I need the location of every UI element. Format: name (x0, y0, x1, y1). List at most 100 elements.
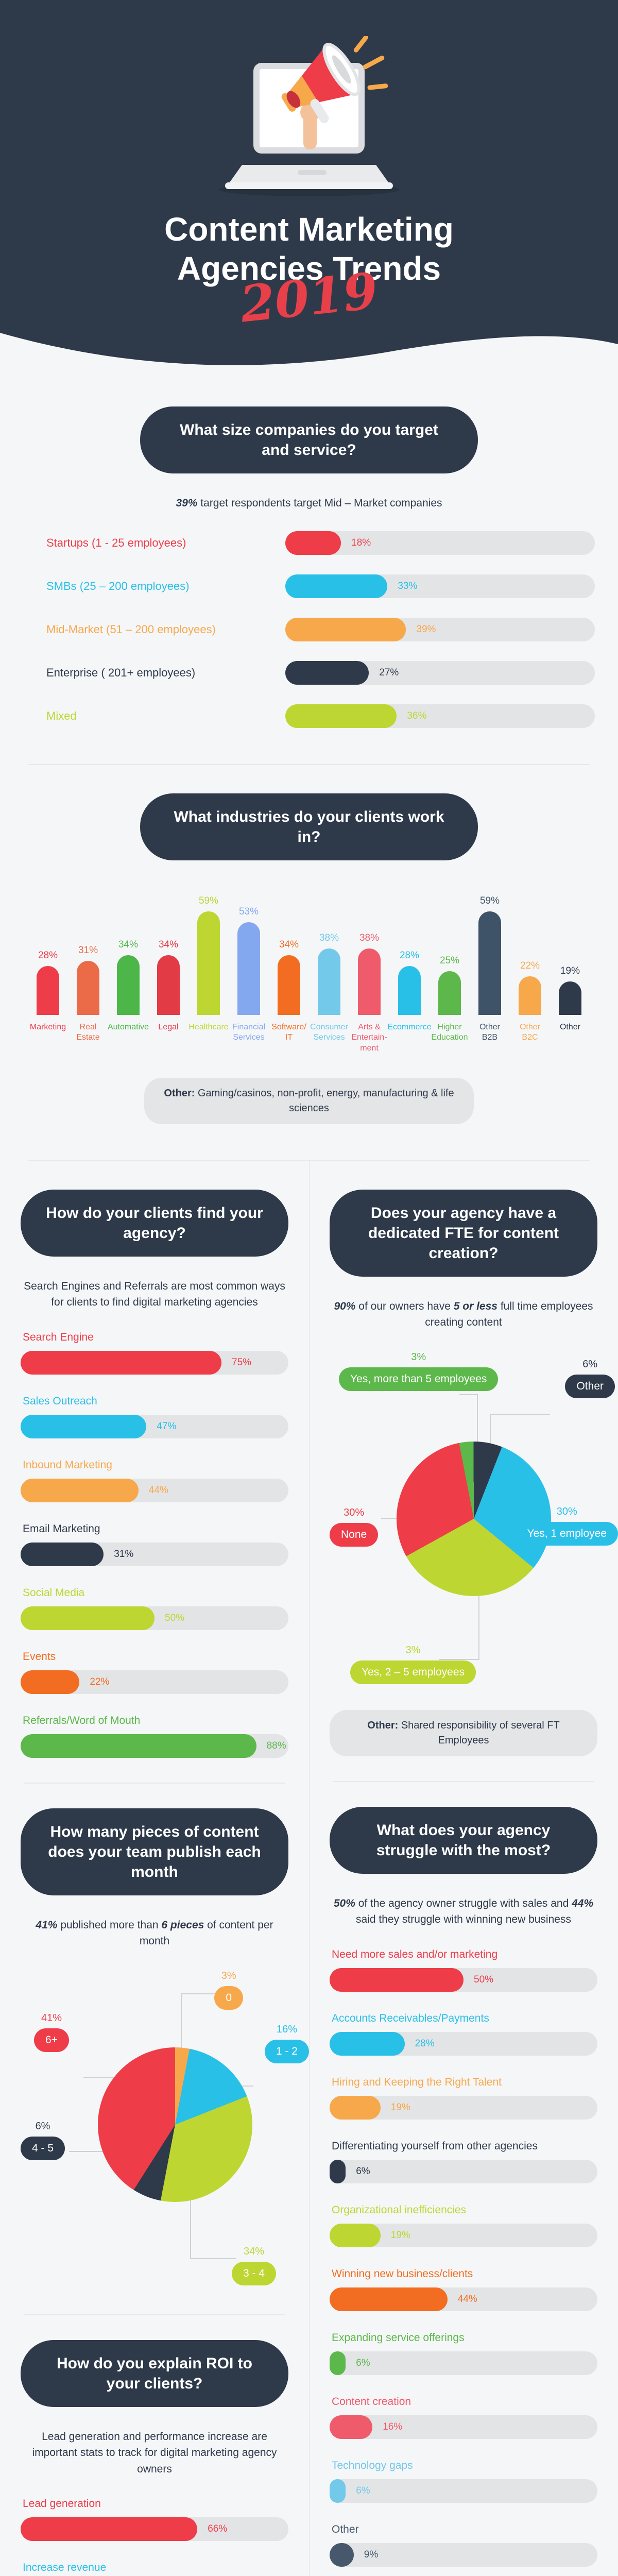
bar-item: 28% Ecommerce (387, 889, 432, 1033)
pie-label: 3% Yes, more than 5 employees (339, 1351, 499, 1391)
bar-track: 88% (21, 1734, 288, 1758)
bar (117, 955, 140, 1015)
bar-fill (330, 2415, 373, 2439)
bar-item: Social Media 50% (21, 1587, 288, 1630)
bar-label: Software/ IT (271, 1022, 306, 1042)
slice-name: 4 - 5 (21, 2136, 65, 2160)
bar-fill (21, 1478, 139, 1502)
bar-item: Need more sales and/or marketing 50% (330, 1948, 597, 1992)
bar-value: 6% (356, 2485, 370, 2496)
bar-fill (21, 1734, 256, 1758)
slice-name: None (330, 1522, 379, 1547)
section-fte: Does your agency have a dedicated FTE fo… (330, 1189, 618, 1756)
bar-fill (21, 2517, 198, 2541)
bar-track: 27% (285, 660, 595, 685)
bar-label: Arts & Entertain- ment (351, 1022, 387, 1053)
bar-label: Technology gaps (332, 2459, 413, 2471)
bar-label: Automative (107, 1022, 149, 1031)
pie-label: 41% 6+ (34, 2012, 69, 2052)
bar-item: 59% Other B2B (470, 889, 510, 1044)
bar-track: 22% (21, 1670, 288, 1694)
slice-value: 3% (405, 1644, 421, 1656)
bar-track: 31% (21, 1542, 288, 1566)
bar-value: 34% (118, 939, 139, 950)
bar-item: Search Engine 75% (21, 1331, 288, 1375)
bar-value: 28% (38, 950, 58, 961)
bar-chart: Startups (1 - 25 employees) 18% SMBs (25… (0, 531, 618, 728)
bar-label: Marketing (29, 1022, 66, 1031)
pie-label: 30% None (330, 1506, 379, 1547)
bar-item: 34% Automative (107, 889, 149, 1033)
bar-track: 47% (21, 1414, 288, 1438)
bar-item: Other 9% (330, 2523, 597, 2567)
bar-value: 36% (407, 710, 427, 721)
bar-track: 18% (285, 531, 595, 555)
bar-item: Differentiating yourself from other agen… (330, 2140, 597, 2183)
sound-lines (353, 36, 388, 90)
section-title: Does your agency have a dedicated FTE fo… (330, 1189, 597, 1277)
bar-value: 27% (379, 667, 399, 678)
bar-label: Events (23, 1650, 56, 1663)
pie-chart: 3% 0 16% 1 - 2 34% 3 - 4 6% 4 - 5 (21, 1970, 309, 2290)
bar-value: 25% (439, 955, 460, 966)
bar-label: Expanding service offerings (332, 2331, 465, 2344)
bar-item: 53% Financial Services (229, 889, 269, 1044)
bar-fill (330, 2159, 346, 2183)
section-industries: What industries do your clients work in?… (0, 765, 618, 1160)
bar-track: 75% (21, 1350, 288, 1375)
pie-label: 3% Yes, 2 – 5 employees (350, 1645, 476, 1684)
bar-item: 38% Arts & Entertain- ment (349, 889, 389, 1054)
bar-fill (330, 2543, 354, 2567)
section-subtitle: Lead generation and performance increase… (32, 2430, 277, 2475)
bar-value: 34% (158, 939, 179, 950)
slice-name: Yes, more than 5 employees (339, 1367, 499, 1391)
bar-track: 28% (330, 2031, 597, 2056)
bar-item: 28% Marketing (28, 889, 68, 1033)
megaphone (281, 43, 360, 124)
bar-item: Inbound Marketing 44% (21, 1459, 288, 1502)
bar-item: Events 22% (21, 1651, 288, 1694)
bar-item: 34% Software/ IT (269, 889, 309, 1044)
bar-value: 31% (78, 944, 98, 956)
bar-label: Sales Outreach (23, 1395, 97, 1407)
bar-track: 9% (330, 2543, 597, 2567)
slice-value: 3% (411, 1351, 426, 1363)
bar-value: 38% (319, 932, 339, 943)
bar-fill (21, 1542, 104, 1566)
bar-fill (21, 1414, 147, 1438)
bar-fill (21, 1350, 221, 1375)
bar-value: 34% (279, 939, 299, 950)
bar-fill (285, 574, 388, 598)
bar-value: 59% (479, 895, 500, 906)
bar-label: Other (332, 2523, 359, 2535)
slice-name: Yes, 1 employee (516, 1521, 618, 1546)
slice-value: 3% (221, 1970, 236, 1981)
bar-track: 44% (330, 2287, 597, 2311)
bar-value: 39% (416, 623, 436, 635)
bar-track: 39% (285, 617, 595, 641)
bar-value: 6% (356, 2165, 370, 2177)
other-note: Other: Gaming/casinos, non-profit, energ… (144, 1077, 474, 1124)
other-note: Other: Shared responsibility of several … (330, 1709, 597, 1756)
pie-label: 6% Other (565, 1359, 615, 1398)
bar-fill (21, 1670, 80, 1694)
divider (24, 2314, 285, 2315)
bar-label: Startups (1 - 25 employees) (46, 536, 186, 549)
bar-item: Winning new business/clients 44% (330, 2268, 597, 2311)
bar (398, 965, 421, 1015)
right-column: Does your agency have a dedicated FTE fo… (309, 1161, 618, 2576)
bar-track: 6% (330, 2351, 597, 2375)
bar-track: 44% (21, 1478, 288, 1502)
bar-item: Organizational inefficiencies 19% (330, 2204, 597, 2247)
bar-label: Ecommerce (387, 1022, 432, 1031)
section-title: How do you explain ROI to your clients? (21, 2340, 288, 2407)
bar-item: Lead generation 66% (21, 2498, 288, 2541)
bar-value: 28% (399, 950, 420, 961)
bar-label: Higher Education (431, 1022, 468, 1042)
divider (333, 1781, 594, 1782)
bar-value: 19% (560, 965, 580, 976)
bar-fill (330, 2287, 448, 2311)
section-subtitle: 39% target respondents target Mid – Mark… (176, 497, 442, 510)
bar-row: Mixed 36% (0, 704, 618, 728)
slice-value: 30% (344, 1506, 365, 1518)
